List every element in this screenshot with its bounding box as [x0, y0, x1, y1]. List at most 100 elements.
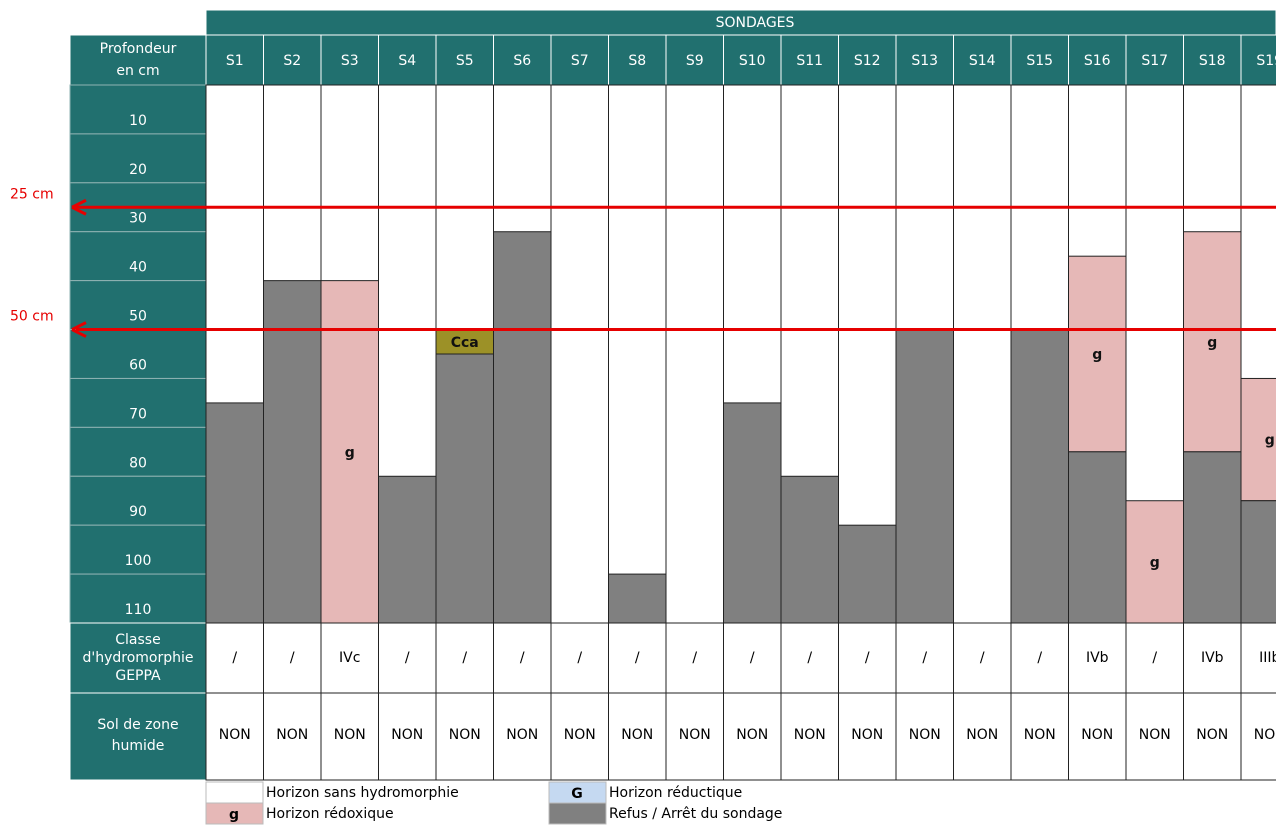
- sounding-name: S12: [854, 53, 881, 69]
- sounding-header: [205, 34, 264, 86]
- legend-text: Horizon rédoxique: [266, 806, 394, 822]
- class-cell: [1183, 622, 1242, 694]
- depth-header-text: en cm: [116, 63, 159, 79]
- zone-value: NON: [276, 727, 308, 743]
- class-value: /: [635, 650, 640, 666]
- zone-value: NON: [851, 727, 883, 743]
- sounding-name: S16: [1084, 53, 1111, 69]
- zone-value: NON: [219, 727, 251, 743]
- depth-label: 100: [125, 553, 152, 569]
- class-value: /: [405, 650, 410, 666]
- sounding-name: S8: [628, 53, 646, 69]
- class-value: /: [807, 650, 812, 666]
- depth-cell: [69, 231, 207, 282]
- zone-cell: [493, 692, 552, 781]
- depth-label: 80: [129, 455, 147, 471]
- class-cell: [665, 622, 724, 694]
- depth-label: 110: [125, 602, 152, 618]
- zone-cell: [895, 692, 954, 781]
- class-value: /: [750, 650, 755, 666]
- sounding-name: S13: [911, 53, 938, 69]
- depth-label: 10: [129, 113, 147, 129]
- depth-label: 50: [129, 309, 147, 325]
- layer-refus: [608, 573, 667, 624]
- depth-cell: [69, 280, 207, 331]
- sounding-name: S19: [1256, 53, 1276, 69]
- layer-refus: [1068, 451, 1127, 624]
- legend-text: Refus / Arrêt du sondage: [609, 806, 782, 822]
- class-value: IVb: [1086, 650, 1109, 666]
- sounding-name: S2: [283, 53, 301, 69]
- zone-value: NON: [1024, 727, 1056, 743]
- class-cell: [550, 622, 609, 694]
- sounding-column: [608, 84, 667, 624]
- zone-cell: [320, 692, 379, 781]
- zone-cell: [263, 692, 322, 781]
- zone-cell: [1068, 692, 1127, 781]
- layer-refus: [378, 475, 437, 624]
- layer-refus: [723, 402, 782, 624]
- depth-cell: [69, 524, 207, 575]
- sounding-name: S4: [398, 53, 416, 69]
- depth-cell: [69, 573, 207, 624]
- class-value: IVb: [1201, 650, 1224, 666]
- marker-arrow: [71, 321, 87, 338]
- sounding-name: S1: [226, 53, 244, 69]
- layer-redox: [1183, 231, 1242, 453]
- depth-header: [69, 34, 207, 86]
- zone-cell: [378, 692, 437, 781]
- class-value: /: [922, 650, 927, 666]
- zone-value: NON: [506, 727, 538, 743]
- class-cell: [838, 622, 897, 694]
- class-cell: [723, 622, 782, 694]
- zone-label: humide: [112, 738, 165, 754]
- sounding-header: [953, 34, 1012, 86]
- class-value: /: [1152, 650, 1157, 666]
- class-label: d'hydromorphie: [82, 650, 193, 666]
- zone-cell: [838, 692, 897, 781]
- sounding-column: [953, 84, 1012, 624]
- zone-value: NON: [1139, 727, 1171, 743]
- class-cell: [1240, 622, 1276, 694]
- sounding-header: [838, 34, 897, 86]
- zone-cell: [1010, 692, 1069, 781]
- zone-cell: [435, 692, 494, 781]
- zone-value: NON: [794, 727, 826, 743]
- layer-refus: [1240, 500, 1276, 624]
- sounding-name: S7: [571, 53, 589, 69]
- layer-label: g: [345, 445, 355, 461]
- depth-header-text: Profondeur: [100, 41, 177, 57]
- legend-swatch: [548, 802, 607, 825]
- sounding-name: S10: [739, 53, 766, 69]
- class-value: IVc: [339, 650, 360, 666]
- class-value: /: [462, 650, 467, 666]
- class-value: IIIb: [1259, 650, 1276, 666]
- class-value: /: [865, 650, 870, 666]
- sounding-column: [665, 84, 724, 624]
- class-cell: [895, 622, 954, 694]
- legend-text: Horizon sans hydromorphie: [266, 785, 459, 801]
- depth-label: 90: [129, 504, 147, 520]
- zone-cell: [953, 692, 1012, 781]
- marker-label: 25 cm: [10, 186, 54, 202]
- layer-refus: [435, 353, 494, 624]
- legend-swatch-label: g: [229, 807, 239, 823]
- depth-label: 20: [129, 162, 147, 178]
- layer-redox: [320, 280, 379, 624]
- zone-value: NON: [1081, 727, 1113, 743]
- class-value: /: [980, 650, 985, 666]
- sounding-name: S15: [1026, 53, 1053, 69]
- sounding-name: S3: [341, 53, 359, 69]
- zone-cell: [1125, 692, 1184, 781]
- sounding-column: [550, 84, 609, 624]
- layer-refus: [1010, 329, 1069, 624]
- zone-value: NON: [966, 727, 998, 743]
- zone-cell: [550, 692, 609, 781]
- class-value: /: [577, 650, 582, 666]
- layer-label: g: [1092, 347, 1102, 363]
- zone-value: NON: [909, 727, 941, 743]
- marker-arrow: [71, 198, 87, 216]
- class-cell: [608, 622, 667, 694]
- class-cell: [435, 622, 494, 694]
